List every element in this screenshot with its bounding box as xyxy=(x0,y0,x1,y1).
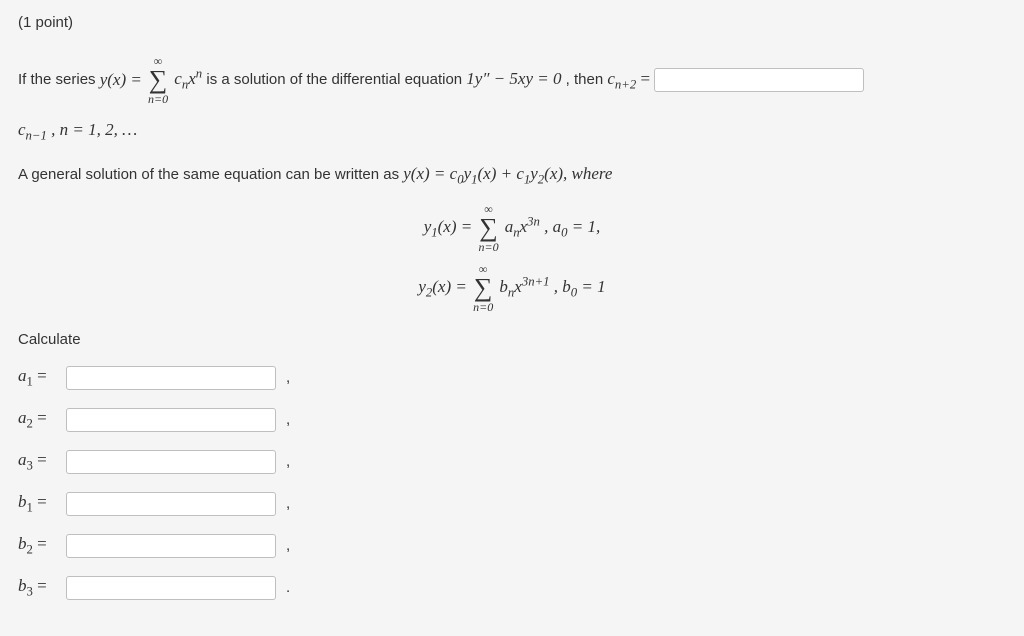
y2-equation: y2(x) = ∞ ∑ n=0 bnx3n+1 , b0 = 1 xyxy=(18,263,1006,313)
sigma-icon: ∑ xyxy=(478,215,498,241)
y2-term: bnx3n+1 xyxy=(499,277,553,296)
a1-comma: , xyxy=(286,369,290,386)
series-term: cnxn xyxy=(174,69,206,88)
y2-sigma-bot: n=0 xyxy=(473,301,493,313)
calculate-label: Calculate xyxy=(18,331,1006,348)
b2-comma: , xyxy=(286,537,290,554)
y1-sigma: ∞ ∑ n=0 xyxy=(478,203,498,253)
y1-sigma-bot: n=0 xyxy=(478,241,498,253)
a3-comma: , xyxy=(286,453,290,470)
sigma-bot: n=0 xyxy=(148,93,168,105)
b3-input[interactable] xyxy=(66,576,276,600)
y2-cond: , b0 = 1 xyxy=(554,277,606,296)
y1-equation: y1(x) = ∞ ∑ n=0 anx3n , a0 = 1, xyxy=(18,203,1006,253)
sigma-icon: ∑ xyxy=(148,67,168,93)
sigma-icon: ∑ xyxy=(473,275,493,301)
b3-label: b3 = xyxy=(18,576,66,599)
prefix-text: If the series xyxy=(18,71,100,88)
a2-input[interactable] xyxy=(66,408,276,432)
cnm1: cn−1 xyxy=(18,120,51,139)
general-solution-line: A general solution of the same equation … xyxy=(18,157,1006,193)
eq-sign: = xyxy=(641,69,655,88)
b3-period: . xyxy=(286,579,290,596)
b1-row: b1 = , xyxy=(18,492,1006,516)
cnp2: cn+2 xyxy=(607,69,640,88)
b2-label: b2 = xyxy=(18,534,66,557)
a1-label: a1 = xyxy=(18,366,66,389)
cnp2-input[interactable] xyxy=(654,68,864,92)
b1-label: b1 = xyxy=(18,492,66,515)
y1-cond: , a0 = 1, xyxy=(544,217,600,236)
cnm1-tail: , n = 1, 2, … xyxy=(51,120,137,139)
cn-1-line: cn−1 , n = 1, 2, … xyxy=(18,113,1006,149)
gen-sol-eq: y(x) = c0y1(x) + c1y2(x), where xyxy=(403,164,612,183)
b1-input[interactable] xyxy=(66,492,276,516)
y1-term: anx3n xyxy=(505,217,544,236)
problem-page: (1 point) If the series y(x) = ∞ ∑ n=0 c… xyxy=(0,0,1024,636)
b3-row: b3 = . xyxy=(18,576,1006,600)
a3-input[interactable] xyxy=(66,450,276,474)
b2-row: b2 = , xyxy=(18,534,1006,558)
gen-sol-pre: A general solution of the same equation … xyxy=(18,166,403,183)
y2-lhs: y2(x) = xyxy=(418,277,471,296)
b1-comma: , xyxy=(286,495,290,512)
series-lhs: y(x) = xyxy=(100,63,142,97)
is-solution-text: is a solution of the differential equati… xyxy=(206,71,466,88)
de-eq: 1y″ − 5xy = 0 xyxy=(466,69,561,88)
y1-lhs: y1(x) = xyxy=(424,217,477,236)
a1-row: a1 = , xyxy=(18,366,1006,390)
b2-input[interactable] xyxy=(66,534,276,558)
a3-row: a3 = , xyxy=(18,450,1006,474)
a1-input[interactable] xyxy=(66,366,276,390)
a2-label: a2 = xyxy=(18,408,66,431)
y2-sigma: ∞ ∑ n=0 xyxy=(473,263,493,313)
series-line: If the series y(x) = ∞ ∑ n=0 cnxn is a s… xyxy=(18,55,1006,105)
a3-label: a3 = xyxy=(18,450,66,473)
points-label: (1 point) xyxy=(18,14,1006,31)
sigma-block: ∞ ∑ n=0 xyxy=(148,55,168,105)
a2-row: a2 = , xyxy=(18,408,1006,432)
a2-comma: , xyxy=(286,411,290,428)
then-text: , then xyxy=(566,71,608,88)
